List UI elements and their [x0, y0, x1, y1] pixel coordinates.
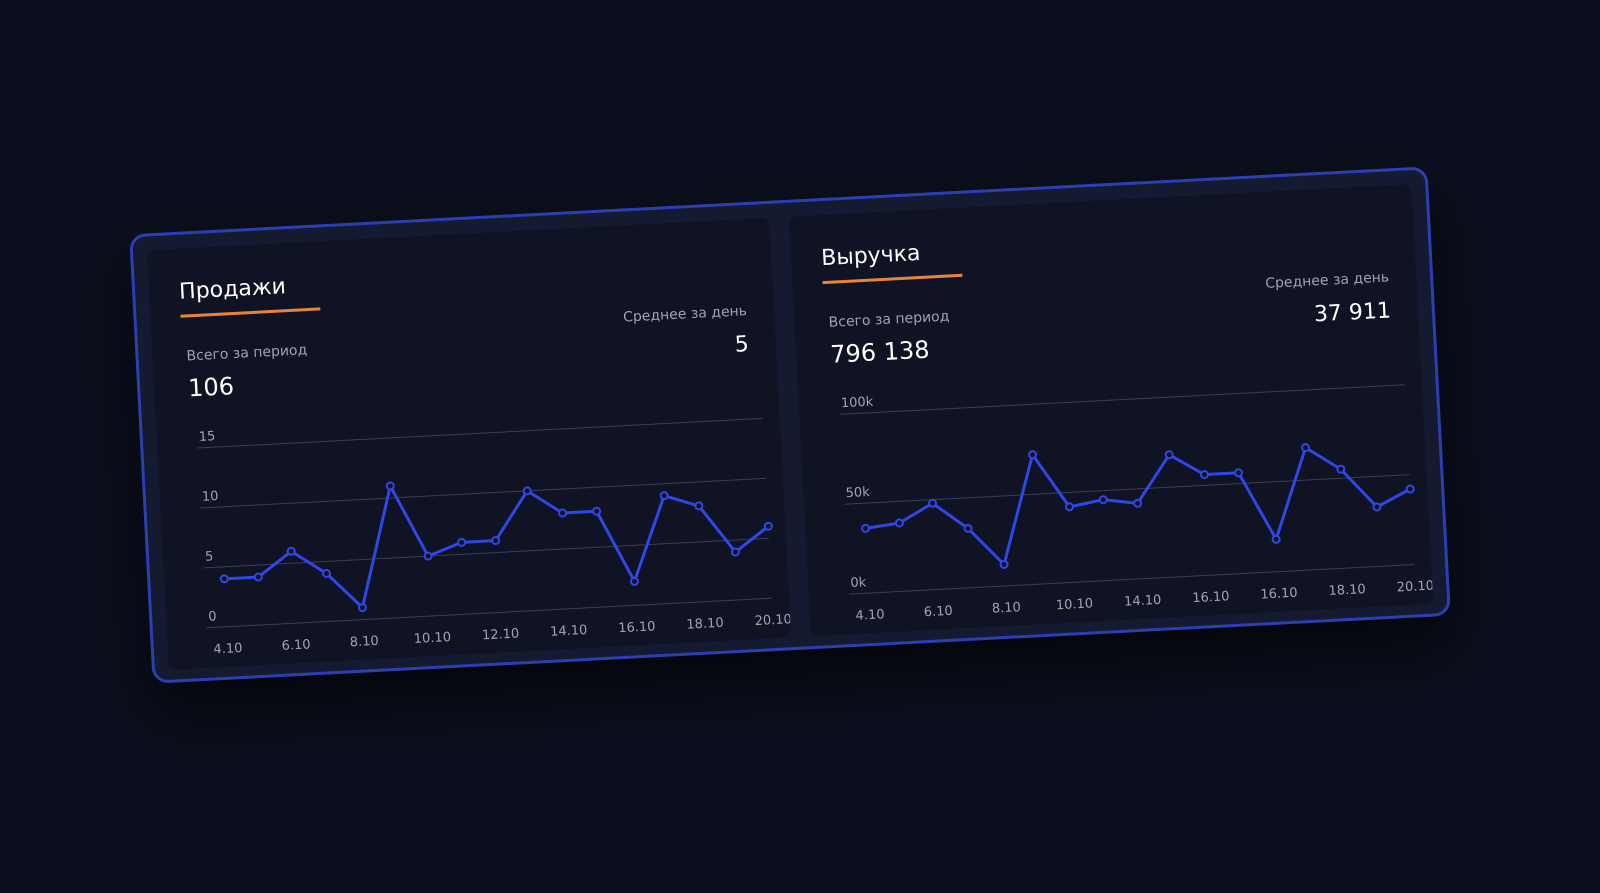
total-label: Всего за период	[828, 309, 949, 331]
data-point	[558, 508, 568, 518]
average-label: Среднее за день	[623, 303, 748, 325]
x-tick-label: 14.10	[550, 623, 588, 640]
data-point	[385, 481, 395, 491]
revenue-card: Выручка Всего за период 796 138 Среднее за …	[789, 184, 1434, 637]
data-point	[357, 603, 367, 613]
data-point	[1199, 470, 1209, 480]
data-point	[457, 537, 467, 547]
y-tick-label: 15	[198, 429, 215, 445]
card-title: Продажи	[179, 274, 287, 305]
data-point	[730, 547, 740, 557]
data-point	[928, 498, 938, 508]
data-point	[1064, 502, 1074, 512]
x-tick-label: 4.10	[213, 641, 243, 657]
grid-line	[200, 477, 766, 509]
x-tick-label: 6.10	[281, 637, 311, 653]
total-label: Всего за период	[186, 342, 307, 364]
data-point	[963, 523, 973, 533]
average-value: 5	[734, 332, 749, 358]
y-tick-label: 100k	[841, 395, 875, 412]
data-point	[694, 501, 704, 511]
x-tick-label: 6.10	[923, 604, 953, 620]
title-underline	[822, 273, 963, 285]
x-tick-label: 16.10	[1260, 586, 1298, 603]
y-tick-label: 5	[205, 549, 214, 564]
x-tick-label: 16.10	[618, 619, 656, 636]
x-tick-label: 18.10	[1328, 582, 1366, 599]
y-tick-label: 0	[208, 609, 217, 624]
y-tick-label: 10	[202, 489, 219, 505]
x-tick-label: 12.10	[482, 626, 520, 643]
x-tick-label: 10.10	[1056, 596, 1094, 613]
data-point	[659, 491, 669, 501]
x-tick-label: 10.10	[413, 630, 451, 647]
data-point	[1271, 534, 1281, 544]
data-point	[219, 574, 229, 584]
y-tick-label: 0k	[850, 575, 867, 591]
x-tick-label: 14.10	[1124, 593, 1162, 610]
data-point	[1098, 495, 1108, 505]
data-point	[1405, 484, 1415, 494]
data-point	[253, 572, 263, 582]
y-tick-label: 50k	[845, 485, 870, 501]
grid-line	[839, 384, 1405, 415]
data-point	[1372, 502, 1382, 512]
data-point	[286, 546, 296, 556]
x-tick-label: 16.10	[1192, 589, 1230, 606]
average-label: Среднее за день	[1265, 269, 1390, 291]
average-value: 37 911	[1313, 298, 1391, 327]
data-point	[1028, 450, 1038, 460]
data-point	[1233, 468, 1243, 478]
data-point	[322, 568, 332, 578]
data-point	[894, 518, 904, 528]
grid-line	[206, 597, 773, 629]
data-point	[592, 506, 602, 516]
data-point	[861, 523, 871, 533]
card-title: Выручка	[821, 241, 921, 271]
dashboard-panel: Продажи Всего за период 106 Среднее за день…	[129, 166, 1451, 684]
sales-card: Продажи Всего за период 106 Среднее за день…	[146, 217, 792, 670]
x-tick-label: 20.10	[1396, 579, 1433, 596]
x-tick-label: 4.10	[855, 607, 885, 623]
total-value: 796 138	[830, 336, 931, 369]
x-tick-label: 18.10	[686, 616, 724, 633]
data-point	[1164, 450, 1174, 460]
x-tick-label: 8.10	[992, 600, 1022, 616]
x-tick-label: 20.10	[754, 612, 791, 629]
data-point	[423, 551, 433, 561]
grid-line	[203, 537, 769, 569]
data-point	[491, 536, 501, 546]
grid-line	[848, 564, 1415, 595]
grid-line	[197, 417, 763, 449]
data-point	[1336, 464, 1346, 474]
data-point	[763, 521, 773, 531]
grid-line	[844, 474, 1410, 505]
data-point	[522, 486, 532, 496]
data-point	[629, 576, 639, 586]
total-value: 106	[188, 372, 235, 402]
data-point	[999, 559, 1009, 569]
data-point	[1301, 443, 1311, 453]
title-underline	[180, 307, 321, 318]
data-point	[1133, 498, 1143, 508]
x-tick-label: 8.10	[349, 634, 379, 650]
